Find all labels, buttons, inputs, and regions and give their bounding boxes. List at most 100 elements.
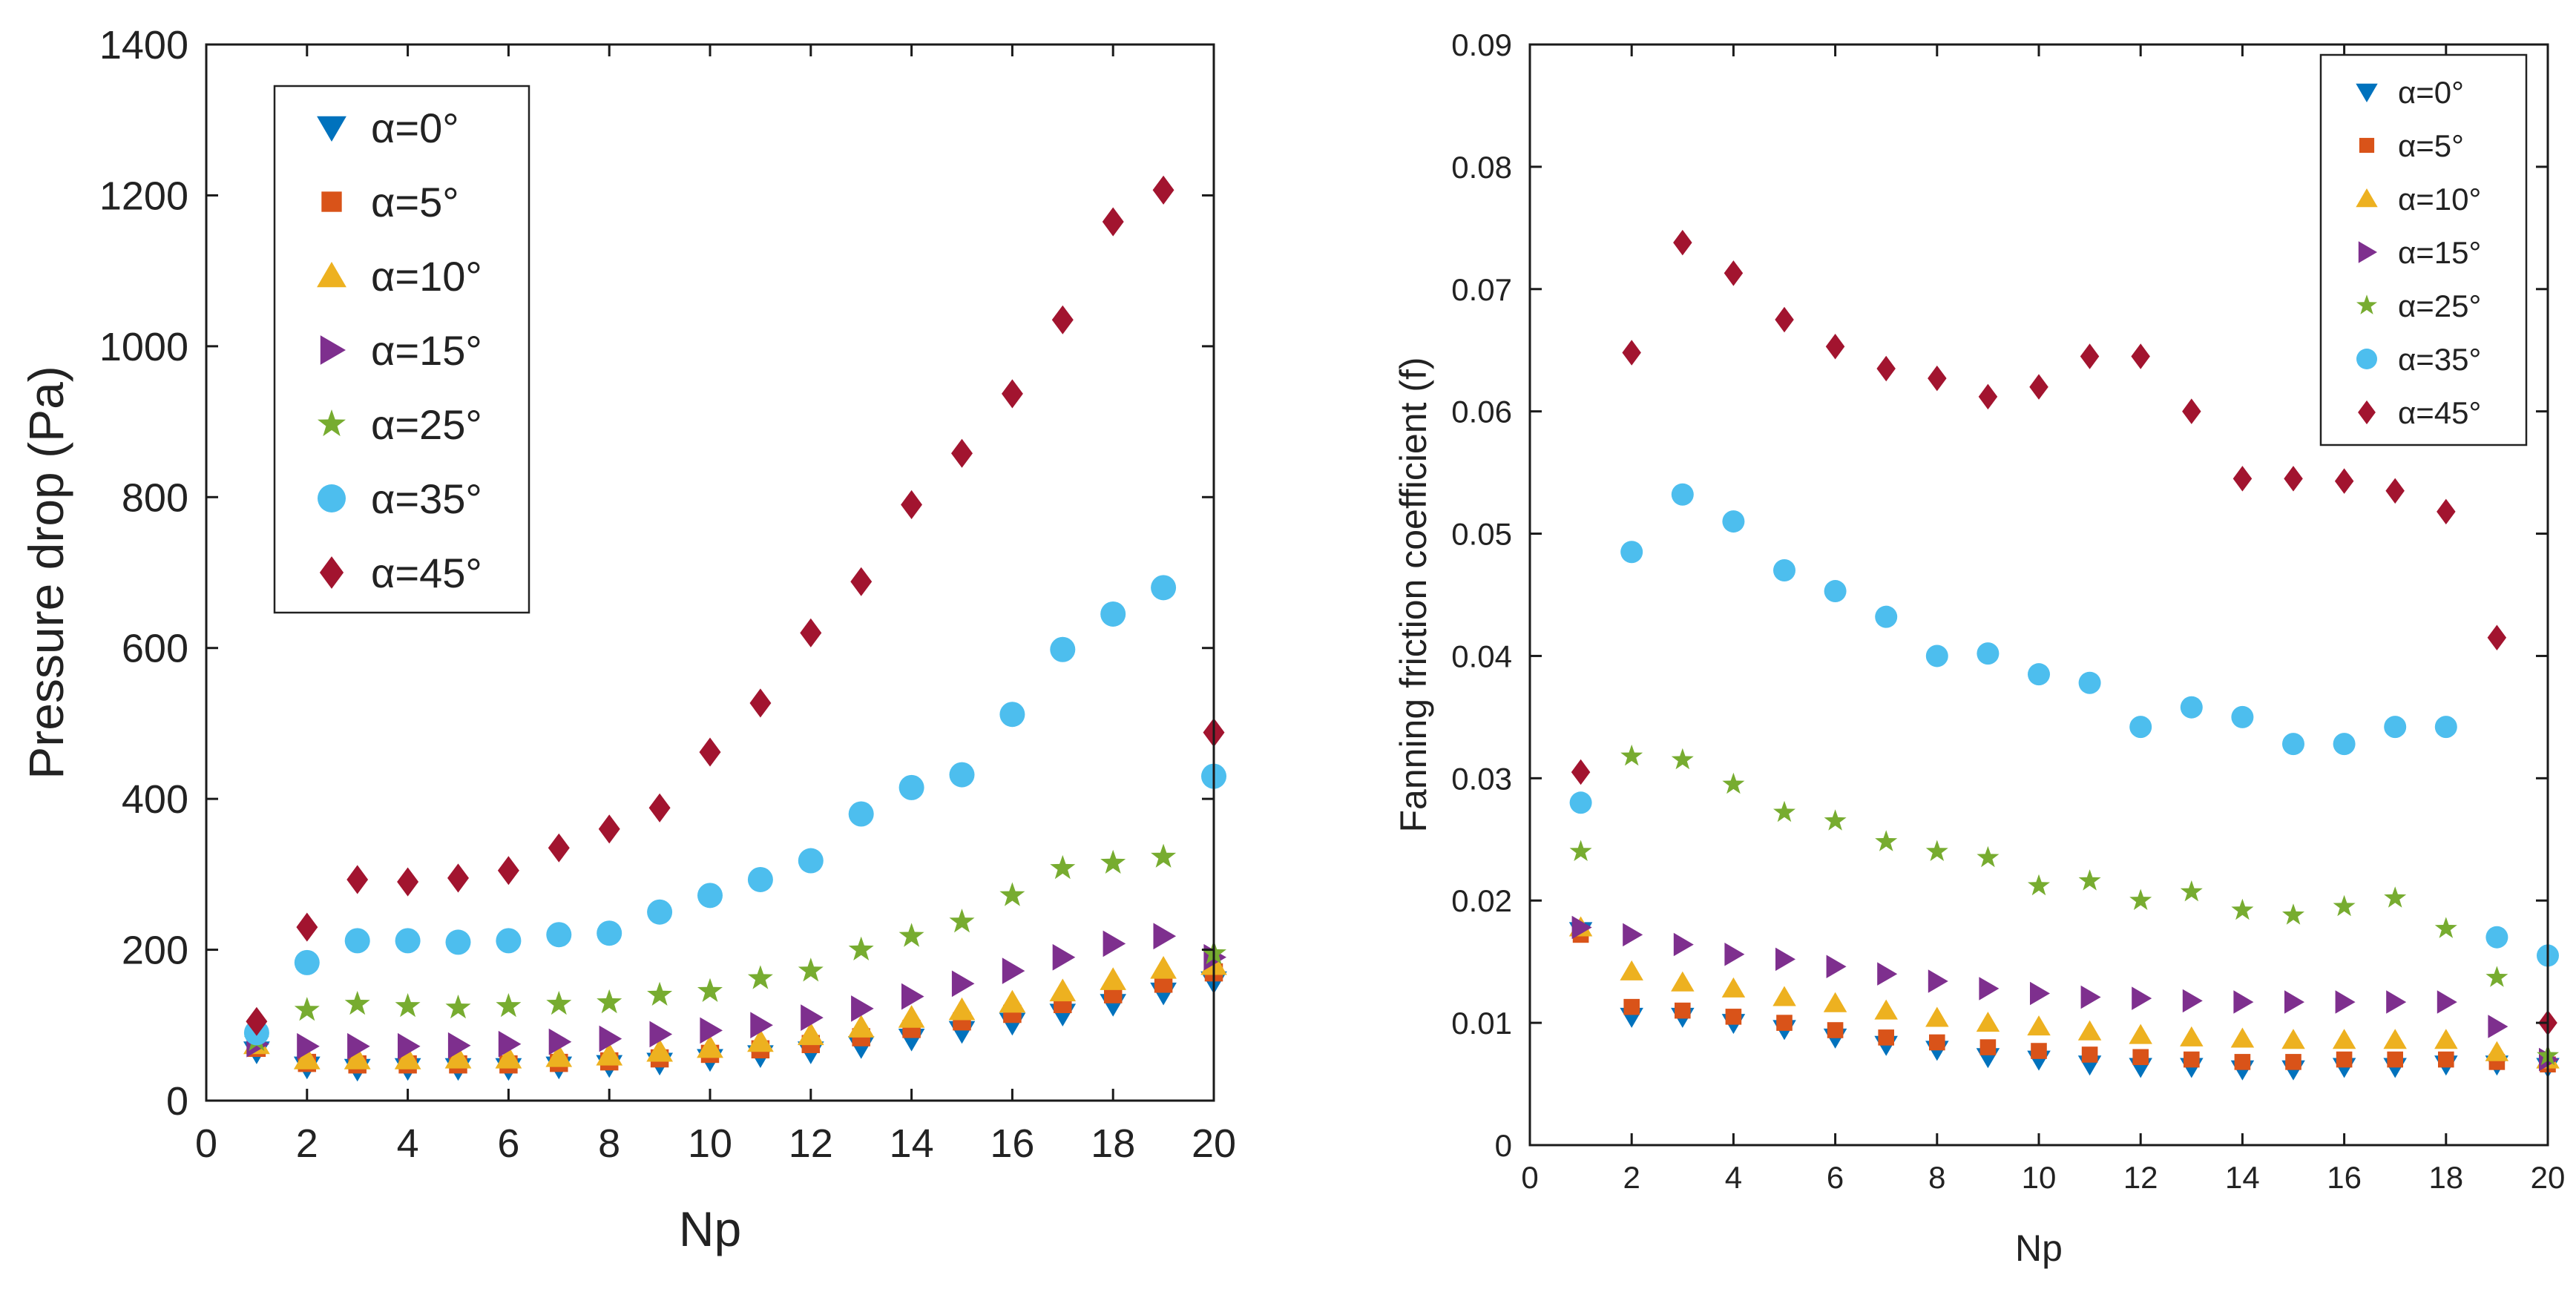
x-tick-label: 4: [1725, 1160, 1742, 1195]
data-point: [344, 928, 370, 954]
series-α=5°: [247, 963, 1223, 1074]
data-point: [801, 1004, 824, 1031]
data-point: [293, 1046, 321, 1069]
data-point: [2233, 990, 2254, 1014]
legend-item: α=35°: [318, 475, 482, 522]
data-point: [1875, 605, 1898, 628]
data-point: [395, 928, 421, 954]
x-tick-label: 0: [195, 1121, 217, 1166]
data-point: [1878, 1029, 1894, 1046]
data-point: [1978, 383, 1998, 410]
data-point: [344, 991, 370, 1015]
data-point: [598, 814, 620, 844]
data-point: [697, 883, 723, 909]
legend-marker: [2358, 400, 2376, 425]
fanning-friction-marks: [1568, 229, 2560, 1081]
data-point: [999, 989, 1026, 1013]
legend-marker: [2358, 241, 2377, 263]
y-tick-label: 0.04: [1451, 639, 1512, 673]
data-point: [496, 928, 522, 954]
y-axis-label: Pressure drop (Pa): [19, 366, 73, 779]
data-point: [2332, 1029, 2356, 1049]
y-axis-label: Fanning friction coefficient (f): [1393, 357, 1434, 832]
data-point: [2282, 903, 2304, 925]
data-point: [1153, 923, 1177, 950]
data-point: [1773, 800, 1795, 822]
data-point: [2132, 1049, 2149, 1066]
x-tick-label: 10: [2022, 1160, 2057, 1195]
data-point: [2077, 1020, 2102, 1041]
data-point: [1876, 355, 1896, 382]
data-point: [2081, 1046, 2098, 1063]
series-α=45°: [1571, 229, 2557, 1036]
data-point: [344, 1046, 371, 1069]
data-point: [1049, 978, 1077, 1002]
data-point: [847, 1015, 875, 1038]
x-tick-label: 20: [1192, 1121, 1236, 1166]
data-point: [444, 1046, 472, 1069]
data-point: [2184, 1051, 2200, 1068]
x-tick-label: 14: [2225, 1160, 2260, 1195]
data-point: [1571, 759, 1591, 785]
legend-item: α=45°: [319, 550, 482, 596]
legend-marker: [318, 484, 346, 512]
series-α=5°: [1572, 926, 2556, 1072]
data-point: [1824, 809, 1847, 831]
data-point: [1150, 956, 1177, 979]
data-point: [1102, 207, 1124, 237]
series-α=10°: [1568, 916, 2560, 1069]
data-point: [2285, 1054, 2301, 1070]
series-α=0°: [243, 971, 1227, 1082]
data-point: [2078, 869, 2101, 891]
legend-marker: [318, 409, 346, 437]
data-point: [1673, 932, 1694, 957]
data-point: [1620, 960, 1643, 980]
legend-item: α=45°: [2358, 395, 2481, 430]
data-point: [545, 1044, 573, 1067]
y-tick-label: 0.08: [1451, 150, 1512, 185]
data-point: [1050, 854, 1076, 880]
data-point: [1671, 483, 1694, 506]
data-point: [949, 762, 975, 788]
legend-marker: [2356, 188, 2378, 208]
data-point: [1925, 840, 1948, 861]
data-point: [2231, 898, 2254, 920]
data-point: [1877, 962, 1898, 986]
data-point: [1620, 541, 1643, 564]
data-point: [2434, 716, 2457, 739]
data-point: [1151, 843, 1177, 868]
legend-item: α=25°: [2356, 289, 2481, 323]
series-α=45°: [246, 175, 1225, 1036]
data-point: [2080, 985, 2101, 1009]
y-tick-label: 200: [122, 929, 188, 973]
data-point: [901, 983, 924, 1010]
data-point: [2487, 624, 2507, 650]
y-tick-label: 1400: [99, 23, 188, 67]
series-α=15°: [246, 923, 1226, 1060]
data-point: [1928, 969, 1948, 993]
data-point: [2027, 1015, 2051, 1036]
data-point: [2080, 343, 2100, 369]
data-point: [296, 912, 318, 942]
data-point: [1722, 510, 1745, 533]
data-point: [850, 567, 873, 596]
x-tick-label: 6: [497, 1121, 519, 1166]
y-tick-label: 1000: [99, 325, 188, 369]
data-point: [597, 920, 622, 946]
data-point: [2384, 886, 2407, 908]
data-point: [2387, 1051, 2403, 1068]
x-tick-label: 2: [1623, 1160, 1640, 1195]
data-point: [1825, 334, 1845, 360]
data-point: [1052, 943, 1076, 971]
data-point: [294, 997, 320, 1021]
data-point: [2031, 1043, 2047, 1059]
data-point: [1622, 340, 1641, 366]
data-point: [2386, 990, 2407, 1014]
data-point: [1772, 986, 1796, 1006]
data-point: [297, 1032, 320, 1060]
data-point: [1569, 791, 1592, 814]
legend-item: α=15°: [2358, 235, 2481, 270]
data-point: [851, 995, 874, 1022]
data-point: [1773, 559, 1795, 582]
